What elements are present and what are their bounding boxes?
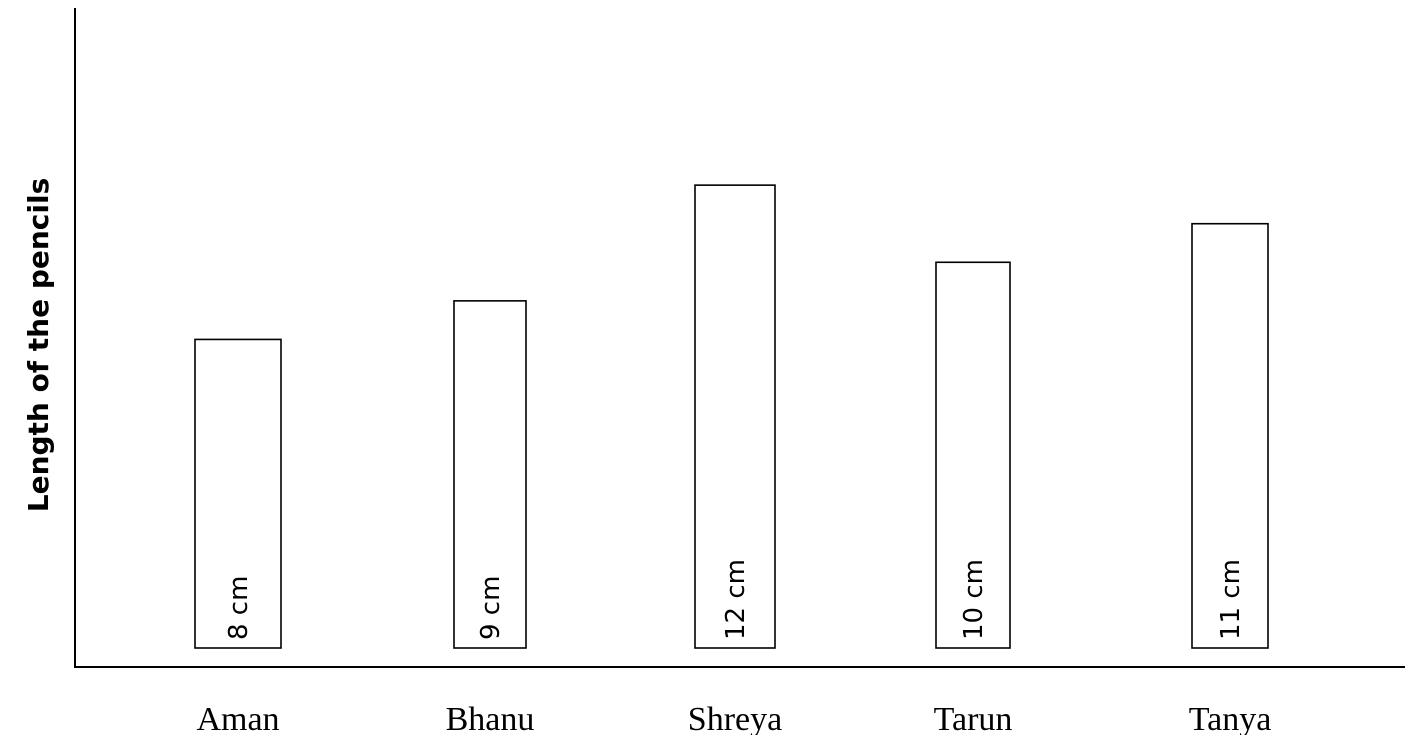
- bar-value-label: 10 cm: [959, 559, 989, 640]
- bar-value-label: 12 cm: [721, 559, 751, 640]
- x-tick-labels: Aman Bhanu Shreya Tarun Tanya: [196, 701, 1271, 735]
- bars-group: 8 cm 9 cm 12 cm 10 cm 11 cm: [194, 184, 1269, 649]
- bar-tanya: [1191, 222, 1269, 649]
- bar-shreya: [694, 184, 776, 649]
- bar-value-label: 11 cm: [1216, 559, 1246, 640]
- x-tick-label: Tarun: [934, 701, 1013, 735]
- y-axis-label: Length of the pencils: [22, 178, 55, 513]
- x-tick-label: Tanya: [1189, 701, 1272, 735]
- bar-aman: [194, 338, 282, 649]
- bar-bhanu: [453, 300, 527, 649]
- bar-tarun: [935, 261, 1011, 649]
- x-tick-label: Shreya: [688, 701, 782, 735]
- x-tick-label: Aman: [196, 701, 279, 735]
- bar-value-label: 8 cm: [224, 576, 254, 640]
- x-tick-label: Bhanu: [446, 701, 535, 735]
- bar-value-label: 9 cm: [476, 576, 506, 640]
